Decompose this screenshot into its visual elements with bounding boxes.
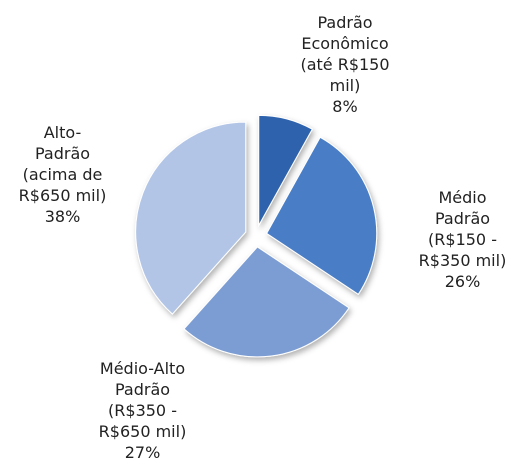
pie-slice <box>135 121 247 315</box>
value-label: 27% <box>124 443 161 462</box>
slice-label: Médio-Alto Padrão (R$350 - R$650 mil) 27% <box>80 358 205 463</box>
category-label: Padrão Econômico (até R$150 mil) <box>300 13 390 95</box>
value-label: 8% <box>332 97 358 116</box>
category-label: Alto- Padrão (acima de R$650 mil) <box>18 123 107 205</box>
pie-slice <box>183 246 350 358</box>
slice-label: Alto- Padrão (acima de R$650 mil) 38% <box>0 122 125 227</box>
slice-label: Médio Padrão (R$150 - R$350 mil) 26% <box>405 187 513 292</box>
value-label: 26% <box>444 272 481 291</box>
value-label: 38% <box>44 207 81 226</box>
pie-slice <box>266 136 378 296</box>
category-label: Médio Padrão (R$150 - R$350 mil) <box>418 188 507 270</box>
slice-label: Padrão Econômico (até R$150 mil) 8% <box>285 12 405 117</box>
category-label: Médio-Alto Padrão (R$350 - R$650 mil) <box>98 359 187 441</box>
pie-slice <box>258 114 313 228</box>
